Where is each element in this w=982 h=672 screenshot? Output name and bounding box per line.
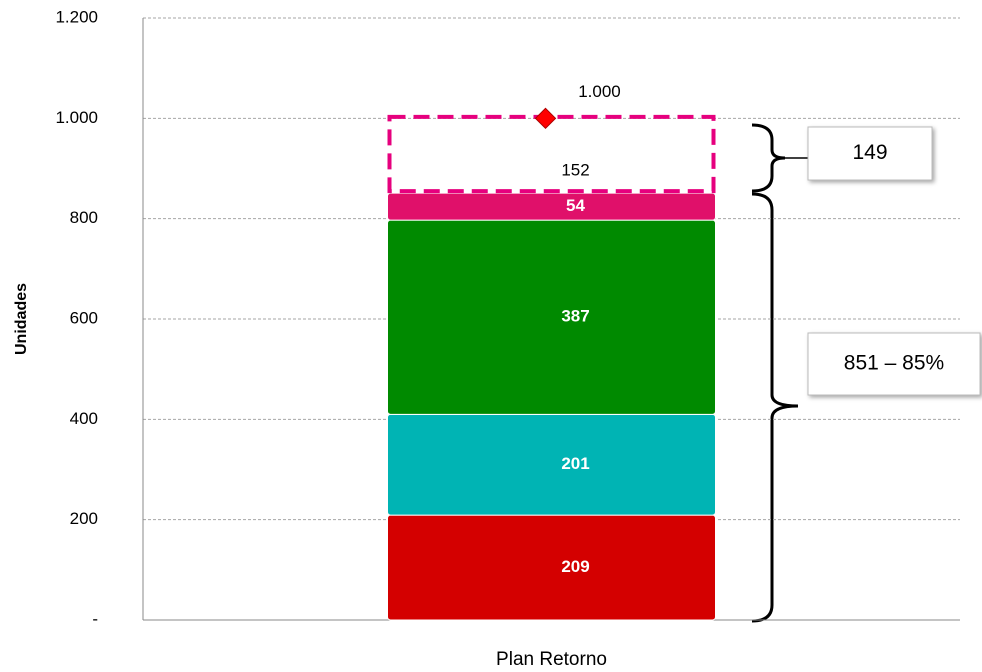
segment-label: 54 [566,196,585,215]
brace [751,192,799,623]
annotation-box [807,126,933,181]
annotation: 851 – 85% [844,352,944,375]
annotation: 149 [852,141,887,164]
bar-segment [387,192,716,221]
y-tick-label: 600 [70,308,98,327]
y-tick-label: 400 [70,409,98,428]
target-marker [534,107,557,130]
target-gap [387,114,716,194]
bar-segment [387,413,716,516]
y-axis-label: Unidades [13,283,30,355]
bar-segment [387,514,716,621]
marker-label: 1.000 [578,82,621,101]
bar-segment [387,219,716,415]
segment-label: 152 [561,160,589,179]
y-tick-label: 1.200 [55,7,98,26]
segment-label: 387 [561,307,589,326]
y-tick-label: 200 [70,509,98,528]
y-tick-label: - [92,609,98,628]
y-tick-label: 1.000 [55,108,98,127]
x-tick-label: Plan Retorno [496,649,607,670]
y-tick-label: 800 [70,208,98,227]
segment-label: 201 [561,454,589,473]
brace [751,123,786,193]
annotation-box [807,332,981,396]
segment-label: 209 [561,557,589,576]
